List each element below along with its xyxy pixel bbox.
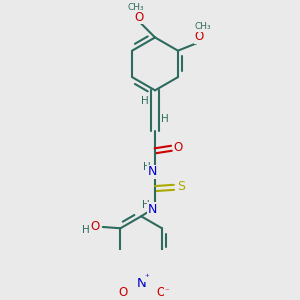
Text: O: O (194, 30, 203, 43)
Text: N: N (147, 203, 157, 216)
Text: ⁻: ⁻ (165, 287, 170, 296)
Text: N: N (148, 165, 157, 178)
Text: CH₃: CH₃ (195, 22, 212, 31)
Text: O: O (134, 11, 143, 24)
Text: H: H (161, 114, 169, 124)
Text: H: H (143, 162, 151, 172)
Text: N: N (137, 277, 147, 290)
Text: O: O (118, 286, 127, 299)
Text: S: S (177, 180, 185, 193)
Text: O: O (174, 140, 183, 154)
Text: CH₃: CH₃ (128, 3, 145, 12)
Text: ⁺: ⁺ (144, 273, 149, 282)
Text: H: H (142, 200, 150, 210)
Text: O: O (90, 220, 99, 233)
Text: H: H (82, 224, 90, 235)
Text: O: O (156, 286, 165, 299)
Text: H: H (141, 96, 149, 106)
